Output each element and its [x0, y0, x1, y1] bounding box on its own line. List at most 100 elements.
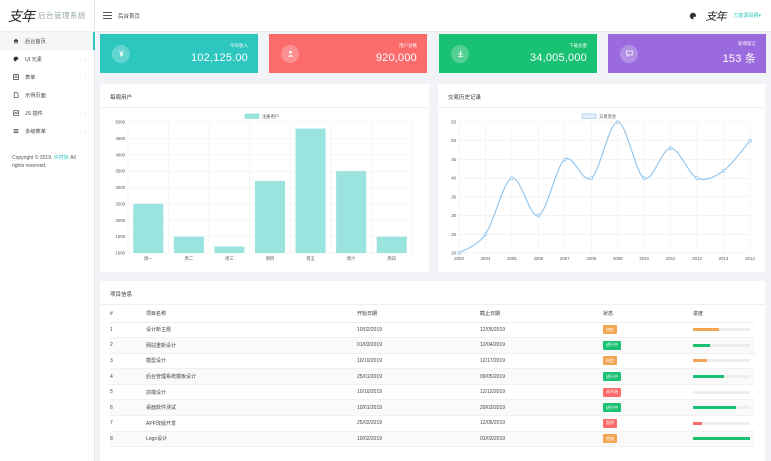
- copyright: Copyright © 2019. 许符际 All rights reserve…: [0, 140, 94, 184]
- bar: [376, 236, 407, 253]
- x-tick-label: 2012: [692, 256, 702, 261]
- y-tick-label: 1500: [115, 234, 125, 239]
- x-tick-label: 周六: [347, 255, 356, 262]
- form-icon: [12, 73, 20, 81]
- sidebar-item-js[interactable]: JS 插件 ›: [0, 104, 94, 122]
- row-number: 2: [110, 337, 146, 354]
- x-tick-label: 周四: [266, 256, 275, 262]
- stat-label: 新增留言: [738, 41, 756, 46]
- table-row: 7 APP改版开发 25/02/2019 12/05/2019 暂停: [110, 415, 755, 432]
- table-header-row: # 项目名称 开始日期 截止日期 状态 进度: [110, 306, 755, 323]
- table-row: 2 网站重新设计 01/03/2019 12/04/2019 进行中: [110, 337, 755, 354]
- table-row: 4 后台管理系统模板设计 25/01/2019 09/05/2019 进行中: [110, 368, 755, 385]
- y-tick-label: 1000: [115, 251, 125, 256]
- project-name: 前端设计: [146, 384, 357, 401]
- y-tick-label: 2500: [115, 201, 125, 206]
- file-icon: [12, 91, 20, 99]
- status-badge: 待定: [603, 325, 617, 335]
- end-date: 12/04/2019: [480, 337, 603, 354]
- menu-toggle-icon[interactable]: [103, 12, 112, 19]
- home-icon: [12, 37, 20, 45]
- start-date: 10/01/2019: [357, 399, 480, 417]
- copyright-link[interactable]: 许符际: [53, 155, 69, 161]
- start-date: 25/01/2019: [357, 368, 480, 385]
- data-point: [536, 213, 541, 218]
- data-point: [642, 176, 646, 180]
- stat-card-messages[interactable]: 新增留言 153 条: [608, 34, 766, 73]
- row-number: 6: [110, 399, 146, 417]
- download-icon: [451, 44, 469, 63]
- col-header: 截止日期: [480, 306, 603, 323]
- sidebar: 支年 后台管理系统 后台首页 UI 元素 › 表单 › 示例页面 › JS 插件…: [0, 0, 95, 461]
- logo[interactable]: 支年 后台管理系统: [0, 0, 94, 32]
- table-row: 5 前端设计 10/10/2019 12/12/2019 未开始: [110, 384, 755, 401]
- copyright-suffix: All rights reserved.: [12, 155, 76, 169]
- status-badge: 进行中: [603, 340, 621, 350]
- col-header: 状态: [603, 306, 693, 323]
- x-tick-label: 2014: [745, 256, 755, 261]
- chevron-right-icon: ›: [84, 92, 86, 98]
- y-tick-label: 4000: [115, 152, 125, 157]
- y-tick-label: 45: [451, 157, 456, 162]
- sidebar-item-examples[interactable]: 示例页面 ›: [0, 86, 94, 104]
- end-date: 12/12/2019: [480, 384, 603, 401]
- y-tick-label: 25: [451, 232, 456, 237]
- project-name: 设计新主题: [146, 322, 357, 339]
- y-tick-label: 4500: [115, 136, 125, 141]
- sidebar-item-multilevel[interactable]: 多级菜单 ›: [0, 122, 94, 140]
- x-tick-label: 2011: [666, 256, 676, 261]
- y-tick-label: 40: [451, 176, 456, 181]
- project-name: 后台管理系统模板设计: [146, 368, 357, 385]
- status-badge: 待定: [603, 356, 617, 366]
- sidebar-item-form[interactable]: 表单 ›: [0, 68, 94, 86]
- progress-bar: [693, 390, 750, 394]
- x-tick-label: 周二: [185, 256, 194, 262]
- x-tick-label: 周三: [225, 256, 234, 262]
- progress-bar: [693, 406, 750, 410]
- row-number: 3: [110, 353, 146, 370]
- row-number: 8: [110, 431, 146, 448]
- comment-icon: [620, 44, 638, 63]
- row-number: 1: [110, 322, 146, 339]
- avatar[interactable]: 支年: [705, 9, 726, 23]
- x-tick-label: 2007: [560, 256, 570, 261]
- y-tick-label: 20: [451, 251, 456, 256]
- theme-palette-icon[interactable]: [689, 12, 697, 20]
- trade-history-chart: 交易资金 20 25 30 35 40 45 50 55 2003 2004 2005 2006 2007…: [451, 113, 755, 261]
- stat-card-users[interactable]: 用户总数 920,000: [269, 34, 427, 73]
- breadcrumb: 后台首页: [118, 13, 141, 20]
- progress-bar: [693, 328, 750, 332]
- panel-title: 项目信息: [110, 292, 133, 298]
- x-tick-label: 2003: [454, 256, 464, 261]
- end-date: 29/03/2019: [480, 399, 603, 417]
- x-tick-label: 2005: [507, 256, 517, 261]
- chevron-right-icon: ›: [84, 56, 86, 62]
- panel-title: 交易历史记录: [448, 95, 482, 101]
- data-point: [483, 232, 488, 237]
- data-point: [563, 157, 567, 162]
- app-title: 后台管理系统: [38, 11, 86, 20]
- sidebar-item-label: JS 插件: [25, 110, 43, 117]
- y-tick-label: 2000: [115, 218, 125, 223]
- bar: [295, 128, 326, 253]
- sidebar-item-ui[interactable]: UI 元素 ›: [0, 50, 94, 68]
- stat-label: 今日收入: [230, 43, 248, 48]
- sidebar-item-home[interactable]: 后台首页: [0, 32, 95, 50]
- header-right: 支年 刀客源码网▾: [689, 8, 761, 24]
- user-menu[interactable]: 刀客源码网▾: [733, 13, 761, 19]
- y-tick-label: 30: [451, 213, 456, 218]
- status-badge: 进行中: [603, 403, 621, 413]
- bar: [254, 180, 286, 253]
- start-date: 10/02/2019: [357, 322, 480, 339]
- sidebar-nav: 后台首页 UI 元素 › 表单 › 示例页面 › JS 插件 › 多级菜单 ›: [0, 32, 95, 140]
- col-header: 进度: [693, 306, 755, 323]
- start-date: 10/10/2019: [357, 353, 480, 370]
- palette-icon: [12, 55, 20, 63]
- stat-card-downloads[interactable]: 下载总量 34,005,000: [439, 34, 597, 73]
- stat-card-income[interactable]: 今日收入 102,125.00: [100, 34, 258, 73]
- x-tick-label: 2006: [534, 256, 544, 261]
- chevron-right-icon: ›: [84, 74, 86, 80]
- user-icon: [281, 44, 299, 63]
- progress-bar: [693, 375, 750, 379]
- status-badge: 进行中: [603, 372, 621, 382]
